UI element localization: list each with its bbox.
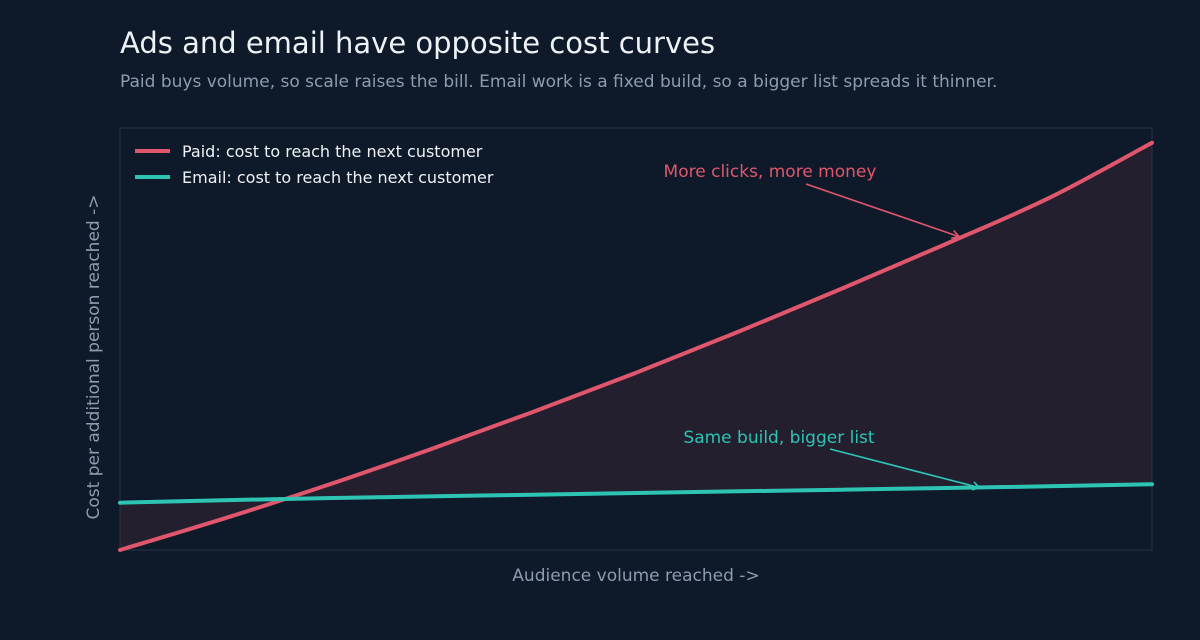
cost-gap-area xyxy=(120,142,1152,551)
legend-label-paid: Paid: cost to reach the next customer xyxy=(182,142,483,161)
annotation-email-arrow xyxy=(829,448,982,491)
annotation-paid-arrow xyxy=(805,183,961,239)
x-axis-label: Audience volume reached -> xyxy=(512,566,759,586)
paid-cost-line xyxy=(118,140,1154,552)
y-axis-label: Cost per additional person reached -> xyxy=(84,195,104,520)
annotation-email-text: Same build, bigger list xyxy=(683,428,874,448)
chart-subtitle: Paid buys volume, so scale raises the bi… xyxy=(120,72,998,92)
annotation-paid-text: More clicks, more money xyxy=(664,162,877,182)
chart-title: Ads and email have opposite cost curves xyxy=(120,26,716,60)
plot-frame xyxy=(119,127,1153,551)
legend-label-email: Email: cost to reach the next customer xyxy=(182,168,494,187)
